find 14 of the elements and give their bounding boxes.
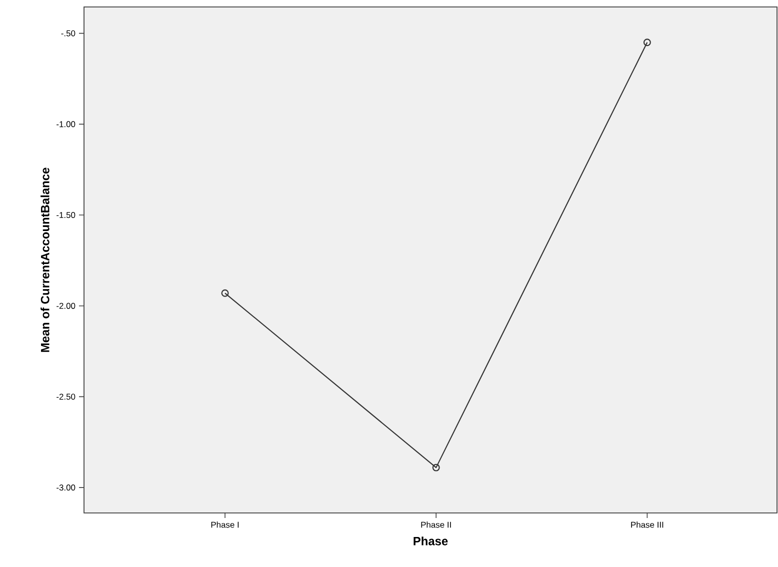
y-tick-label: -.50 bbox=[61, 30, 76, 36]
y-tick-label: -2.50 bbox=[56, 394, 76, 400]
point bbox=[432, 464, 440, 472]
y-tick-label: -1.00 bbox=[56, 121, 76, 128]
x-tick-label: Phase III bbox=[631, 522, 664, 528]
y-tick-label: -2.00 bbox=[56, 302, 76, 309]
x-tick-label: Phase II bbox=[421, 522, 451, 528]
y-axis-title: Mean of CurrentAccountBalance bbox=[40, 168, 50, 352]
y-tick-label: -1.50 bbox=[56, 212, 76, 218]
x-tick-label: Phase I bbox=[211, 522, 239, 528]
point bbox=[643, 38, 651, 46]
y-tick-label: -3.00 bbox=[56, 484, 76, 491]
point bbox=[221, 289, 229, 297]
x-axis-title: Phase bbox=[414, 536, 448, 546]
